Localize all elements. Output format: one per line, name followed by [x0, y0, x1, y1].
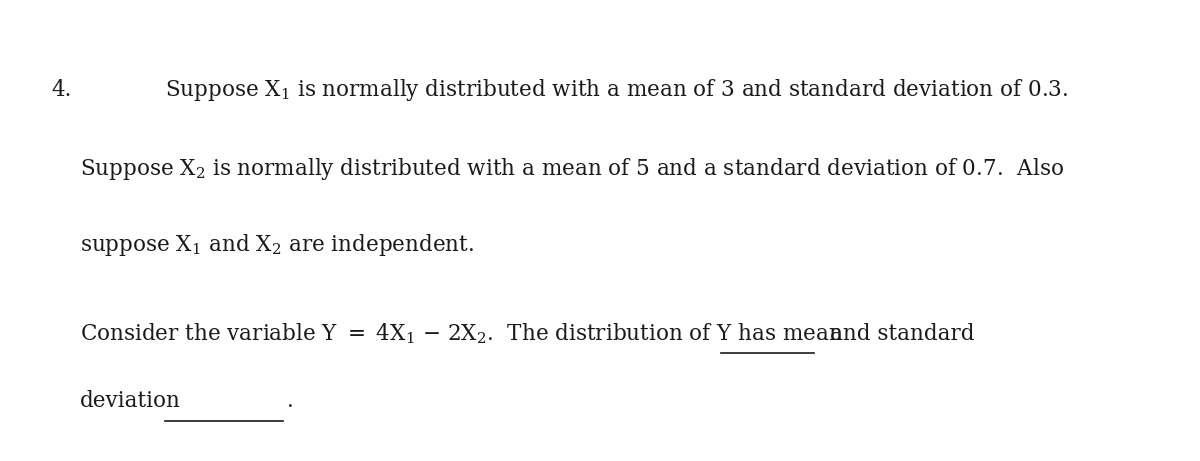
Text: and standard: and standard [830, 323, 974, 345]
Text: Suppose $\mathregular{X_2}$ is normally distributed with a mean of 5 and a stand: Suppose $\mathregular{X_2}$ is normally … [79, 156, 1063, 182]
Text: Consider the variable Y $=$ 4$\mathregular{X_1}$ $-$ 2$\mathregular{X_2}$.  The : Consider the variable Y $=$ 4$\mathregul… [79, 321, 842, 346]
Text: Suppose $\mathregular{X_1}$ is normally distributed with a mean of 3 and standar: Suppose $\mathregular{X_1}$ is normally … [166, 77, 1068, 103]
Text: deviation: deviation [79, 390, 180, 412]
Text: 4.: 4. [52, 79, 72, 101]
Text: .: . [287, 390, 294, 412]
Text: suppose $\mathregular{X_1}$ and $\mathregular{X_2}$ are independent.: suppose $\mathregular{X_1}$ and $\mathre… [79, 231, 474, 258]
